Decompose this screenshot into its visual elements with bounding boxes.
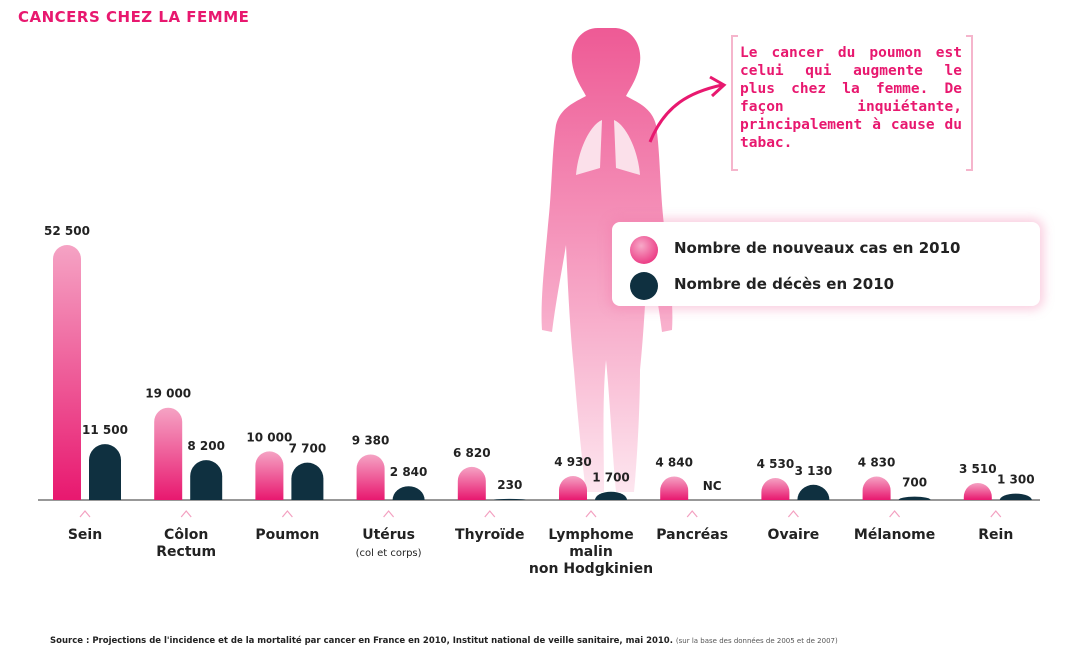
tick-caret xyxy=(890,511,900,517)
legend-label: Nombre de nouveaux cas en 2010 xyxy=(674,239,960,257)
bar xyxy=(291,463,323,500)
callout-arrow xyxy=(650,85,722,142)
bar xyxy=(595,492,627,500)
x-tick-label: Rein xyxy=(931,527,1061,544)
legend-label: Nombre de décès en 2010 xyxy=(674,275,894,293)
bar xyxy=(190,460,222,500)
value-label: 4 840 xyxy=(655,455,693,469)
value-label: 230 xyxy=(497,478,522,492)
bar xyxy=(53,245,81,500)
source-note: (sur la base des données de 2005 et de 2… xyxy=(676,637,838,645)
value-label: 9 380 xyxy=(352,433,390,447)
value-label: 4 830 xyxy=(858,456,896,470)
bar xyxy=(393,486,425,500)
tick-caret xyxy=(80,511,90,517)
value-label: 4 530 xyxy=(757,457,795,471)
tick-caret xyxy=(282,511,292,517)
legend-swatch xyxy=(630,272,658,300)
page: 52 500 11 500 19 000 8 200 10 0007 700 9 380 2… xyxy=(0,0,1073,652)
chart-title: CANCERS CHEZ LA FEMME xyxy=(18,8,249,26)
bar xyxy=(797,485,829,500)
bar xyxy=(863,477,891,500)
value-label: 1 300 xyxy=(997,473,1035,487)
value-label: 700 xyxy=(902,476,927,490)
value-label: 52 500 xyxy=(44,224,90,238)
value-label: 2 840 xyxy=(390,465,428,479)
tick-caret xyxy=(586,511,596,517)
value-label: 1 700 xyxy=(592,471,630,485)
value-label: 8 200 xyxy=(187,439,225,453)
value-label: 11 500 xyxy=(82,423,128,437)
bar xyxy=(899,497,931,500)
bar xyxy=(357,454,385,500)
tick-caret xyxy=(991,511,1001,517)
legend: Nombre de nouveaux cas en 2010 Nombre de… xyxy=(612,222,1040,306)
value-label: 19 000 xyxy=(145,387,191,401)
bar xyxy=(89,444,121,500)
annotation: Le cancer du poumon est celui qui augmen… xyxy=(740,44,962,152)
value-label: 7 700 xyxy=(289,442,327,456)
value-label: 10 000 xyxy=(246,430,292,444)
source-text: Source : Projections de l'incidence et d… xyxy=(50,636,673,646)
legend-swatch xyxy=(630,236,658,264)
bar xyxy=(761,478,789,500)
bar xyxy=(1000,494,1032,500)
source: Source : Projections de l'incidence et d… xyxy=(50,636,838,646)
bar xyxy=(458,467,486,500)
bar xyxy=(494,499,526,500)
tick-caret xyxy=(788,511,798,517)
value-label: 6 820 xyxy=(453,446,491,460)
tick-caret xyxy=(485,511,495,517)
value-label: 4 930 xyxy=(554,455,592,469)
category-note: (col et corps) xyxy=(324,545,454,562)
bar xyxy=(660,476,688,500)
value-label: NC xyxy=(703,479,722,493)
bar xyxy=(964,483,992,500)
tick-caret xyxy=(181,511,191,517)
bar xyxy=(255,451,283,500)
value-label: 3 510 xyxy=(959,462,997,476)
tick-caret xyxy=(384,511,394,517)
bar xyxy=(154,408,182,500)
tick-caret xyxy=(687,511,697,517)
value-label: 3 130 xyxy=(795,464,833,478)
bar xyxy=(559,476,587,500)
